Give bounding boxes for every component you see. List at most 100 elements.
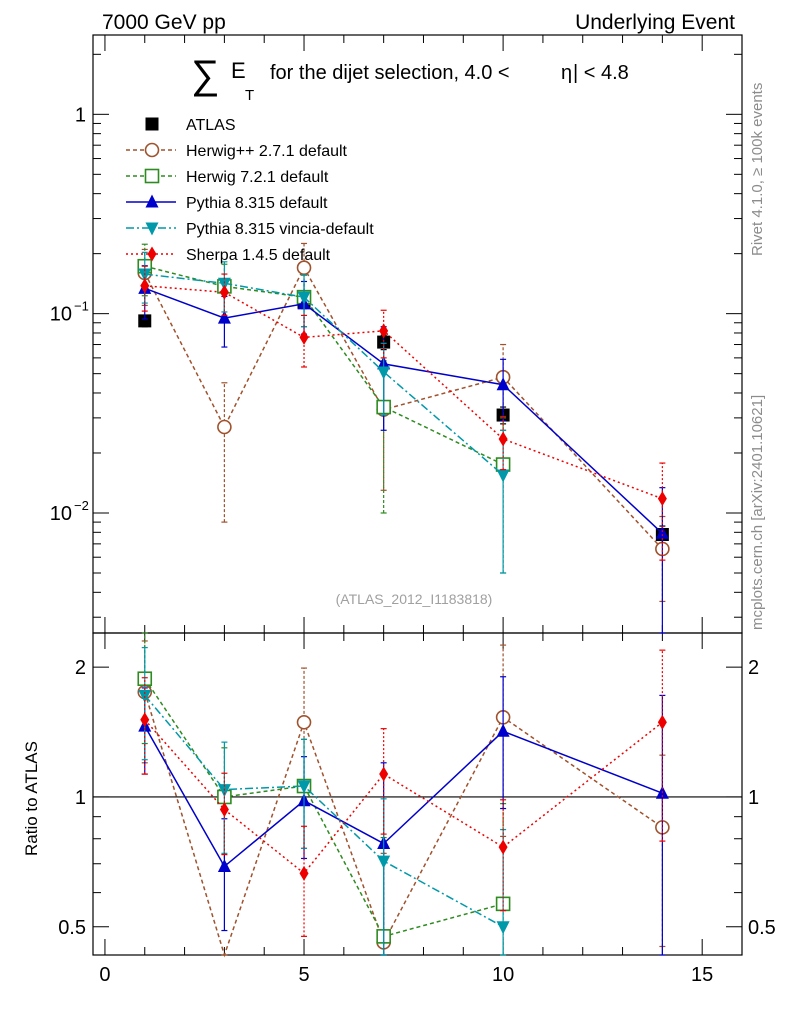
legend-entry-pythia-8-315-default: Pythia 8.315 default	[126, 194, 328, 212]
series-line-herwig-2-7-1-default	[144, 266, 663, 550]
main-y-tick-label-text: 1	[75, 104, 86, 126]
axes-group: 110 −110 −22 21 10.5 0.50 5 10 15	[50, 35, 776, 986]
legend-label: Herwig++ 2.7.1 default	[186, 143, 348, 160]
x-tick-label: 0	[99, 964, 110, 986]
ratio-y-tick-label: 2	[75, 657, 86, 679]
data-point	[296, 714, 312, 730]
legend-label: ATLAS	[186, 117, 236, 134]
data-point	[217, 277, 231, 291]
data-point	[377, 855, 391, 869]
data-point	[498, 839, 508, 855]
error-bar	[500, 415, 507, 471]
main-y-tick-label: 10 −1	[50, 299, 89, 326]
legend-label: Pythia 8.315 default	[186, 195, 328, 212]
legend-marker	[144, 168, 160, 184]
ratio-plot-frame	[92, 632, 743, 956]
error-bar	[659, 649, 666, 842]
data-point	[496, 377, 510, 391]
main-series-group	[137, 242, 670, 634]
main-y-tick-label: 1	[75, 104, 86, 126]
series-line-pythia-8-315-default	[144, 287, 663, 534]
data-point	[219, 802, 229, 818]
data-point	[297, 291, 311, 305]
rivet-version-label: Rivet 4.1.0, ≥ 100k events	[749, 83, 766, 256]
legend-marker	[144, 142, 160, 158]
data-point	[379, 766, 389, 782]
legend-entry-herwig-7-2-1-default: Herwig 7.2.1 default	[126, 168, 329, 186]
data-point	[140, 712, 150, 728]
series-herwig-7-2-1-default	[137, 632, 511, 956]
ratio-y-axis-label: Ratio to ATLAS	[22, 741, 41, 856]
x-tick-label: 10	[492, 964, 514, 986]
main-y-tick-label-exponent: −1	[74, 299, 89, 314]
error-bar	[500, 676, 507, 810]
data-point	[498, 431, 508, 447]
series-herwig-2-7-1-default	[137, 242, 670, 603]
legend-entry-atlas: ATLAS	[145, 117, 236, 134]
header-right: Underlying Event	[575, 11, 735, 34]
ratio-y-tick-label: 1	[75, 787, 86, 809]
series-line-pythia-8-315-default	[144, 725, 663, 868]
error-bar	[301, 825, 308, 937]
series-line-sherpa-1-4-5-default	[144, 719, 663, 875]
data-point	[296, 260, 312, 276]
legend-marker	[145, 194, 159, 208]
series-herwig-7-2-1-default	[137, 243, 511, 574]
error-bar	[659, 462, 666, 561]
data-point	[496, 469, 510, 483]
error-bar	[380, 309, 387, 359]
legend-marker	[145, 222, 159, 236]
main-y-tick-label-text: 10	[50, 304, 72, 326]
error-bar	[141, 265, 148, 312]
chart-title: ∑ E T for the dijet selection, 4.0 < η |…	[191, 53, 629, 104]
mcplots-label: mcplots.cern.ch [arXiv:2401.10621]	[749, 395, 766, 630]
x-tick-label: 15	[691, 964, 713, 986]
legend-entry-herwig-2-7-1-default: Herwig++ 2.7.1 default	[126, 142, 348, 160]
data-point	[496, 921, 510, 935]
series-pythia-8-315-vincia-default	[138, 646, 510, 956]
data-point	[217, 858, 231, 872]
title-sum-symbol: ∑	[191, 53, 220, 97]
data-point	[299, 865, 309, 881]
series-pythia-8-315-vincia-default	[138, 251, 510, 574]
data-point	[657, 491, 667, 507]
main-y-tick-label-exponent: −2	[74, 498, 89, 513]
legend-label: Sherpa 1.4.5 default	[186, 247, 331, 264]
data-point	[377, 366, 391, 380]
ratio-y-tick-label-right: 0.5	[748, 917, 776, 939]
title-tail: | < 4.8	[573, 62, 629, 84]
data-point	[657, 714, 667, 730]
ratio-y-tick-label-right: 1	[748, 787, 759, 809]
legend-label: Herwig 7.2.1 default	[186, 169, 329, 186]
data-point	[138, 314, 152, 328]
error-bar	[500, 429, 507, 574]
data-point	[655, 525, 669, 539]
series-line-herwig-7-2-1-default	[144, 678, 504, 938]
data-point	[379, 323, 389, 339]
data-point	[297, 780, 311, 794]
analysis-reference: (ATLAS_2012_I1183818)	[336, 591, 493, 607]
data-point	[140, 278, 150, 294]
series-atlas	[138, 279, 669, 545]
error-bar	[141, 646, 148, 761]
main-y-tick-label-text: 10	[50, 503, 72, 525]
data-point	[217, 419, 232, 435]
title-text: for the dijet selection, 4.0 <	[270, 62, 510, 84]
series-line-herwig-7-2-1-default	[144, 265, 504, 466]
ratio-series-group	[137, 632, 670, 958]
legend-marker	[145, 117, 159, 131]
series-sherpa-1-4-5-default	[140, 649, 667, 937]
series-line-sherpa-1-4-5-default	[144, 285, 663, 500]
legend: ATLAS Herwig++ 2.7.1 default Herwig 7.2.1 …	[126, 117, 374, 264]
main-y-tick-label: 10 −2	[50, 498, 89, 525]
data-point	[496, 723, 510, 737]
series-sherpa-1-4-5-default	[140, 265, 667, 561]
legend-label: Pythia 8.315 vincia-default	[186, 221, 374, 238]
header-left: 7000 GeV pp	[102, 11, 226, 34]
data-point	[217, 310, 231, 324]
legend-entry-pythia-8-315-vincia-default: Pythia 8.315 vincia-default	[126, 221, 374, 238]
data-point	[219, 284, 229, 300]
series-line-herwig-2-7-1-default	[144, 691, 663, 958]
x-tick-label: 5	[298, 964, 309, 986]
